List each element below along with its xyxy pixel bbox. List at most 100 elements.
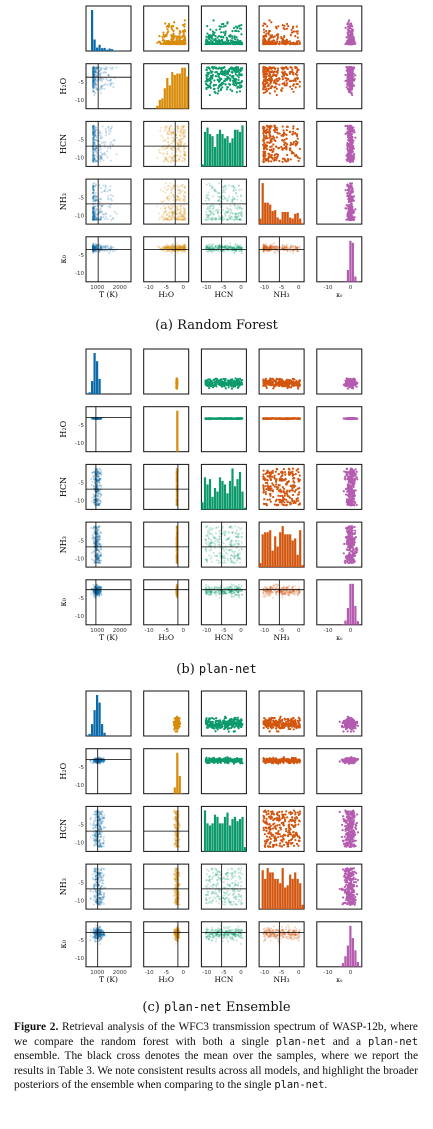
scatter-point: [289, 34, 293, 37]
density-point: [95, 74, 98, 77]
density-point: [95, 74, 98, 77]
density-point: [173, 156, 176, 159]
density-point: [163, 245, 166, 248]
density-point: [93, 216, 96, 219]
density-point: [92, 197, 95, 200]
scatter-point: [290, 66, 293, 69]
scatter-point: [273, 138, 276, 141]
scatter-point: [175, 37, 178, 40]
density-point: [270, 245, 273, 248]
scatter-point: [222, 80, 226, 83]
scatter-point: [211, 40, 214, 43]
scatter-point: [209, 34, 212, 37]
scatter-point: [221, 39, 224, 43]
density-point: [165, 217, 168, 220]
scatter-point: [289, 141, 293, 144]
density-point: [92, 127, 95, 130]
density-point: [177, 143, 180, 146]
scatter-point: [228, 83, 232, 86]
density-point: [218, 216, 221, 219]
hist-bar-2-5: [213, 146, 217, 167]
density-point: [183, 129, 186, 132]
scatter-point: [164, 42, 168, 45]
density-point: [213, 249, 216, 252]
density-point: [92, 188, 95, 191]
density-point: [94, 147, 97, 150]
density-point: [179, 131, 182, 134]
scatter-point: [352, 79, 355, 82]
scatter-point: [209, 82, 212, 85]
scatter-point: [282, 74, 285, 77]
scatter-point: [346, 39, 349, 43]
scatter-point: [281, 87, 284, 90]
scatter-point: [353, 131, 356, 134]
scatter-point: [282, 72, 285, 75]
density-point: [94, 133, 97, 136]
density-point: [170, 195, 173, 198]
hist-bar-2-3: [208, 134, 212, 167]
density-point: [208, 197, 211, 200]
density-point: [94, 210, 97, 213]
density-point: [163, 156, 166, 159]
density-point: [95, 139, 98, 142]
scatter-point: [268, 134, 271, 137]
density-point: [213, 188, 216, 191]
density-point: [179, 140, 182, 143]
scatter-point: [281, 125, 284, 128]
density-point: [218, 195, 221, 198]
density-point: [231, 198, 234, 201]
scatter-point: [228, 34, 231, 38]
scatter-point: [231, 30, 234, 33]
density-point: [205, 245, 208, 248]
density-point: [213, 188, 216, 191]
density-point: [158, 218, 161, 221]
scatter-point: [292, 151, 295, 155]
scatter-point: [178, 32, 181, 35]
scatter-point: [348, 24, 351, 27]
density-point: [206, 215, 209, 218]
density-point: [216, 212, 219, 215]
density-point: [182, 207, 185, 210]
scatter-point: [209, 77, 212, 80]
density-point: [93, 94, 96, 97]
density-point: [170, 186, 173, 189]
scatter-point: [352, 156, 356, 159]
density-point: [165, 210, 168, 213]
density-point: [181, 189, 184, 192]
density-point: [159, 216, 162, 219]
scatter-point: [224, 30, 227, 33]
density-point: [102, 184, 105, 187]
density-point: [103, 70, 106, 73]
density-point: [235, 191, 238, 194]
scatter-point: [262, 153, 265, 156]
density-point: [98, 208, 101, 211]
density-point: [93, 79, 96, 82]
density-point: [92, 207, 95, 210]
density-point: [181, 126, 184, 129]
density-point: [175, 198, 178, 201]
density-point: [92, 66, 95, 69]
density-point: [99, 68, 102, 71]
density-point: [210, 211, 213, 214]
density-point: [95, 246, 98, 249]
density-point: [95, 208, 98, 211]
scatter-point: [237, 40, 240, 43]
density-point: [95, 86, 98, 89]
density-point: [91, 147, 94, 150]
density-point: [99, 218, 102, 221]
density-point: [229, 216, 232, 219]
scatter-point: [216, 92, 219, 95]
density-point: [168, 131, 171, 134]
scatter-point: [275, 41, 278, 44]
scatter-point: [183, 37, 186, 40]
density-point: [175, 209, 178, 212]
density-point: [236, 218, 239, 221]
density-point: [231, 215, 234, 218]
density-point: [110, 125, 113, 128]
density-point: [94, 134, 97, 137]
density-point: [92, 217, 95, 220]
density-point: [92, 160, 95, 163]
density-point: [92, 211, 95, 214]
density-point: [92, 130, 95, 133]
density-point: [91, 207, 94, 210]
